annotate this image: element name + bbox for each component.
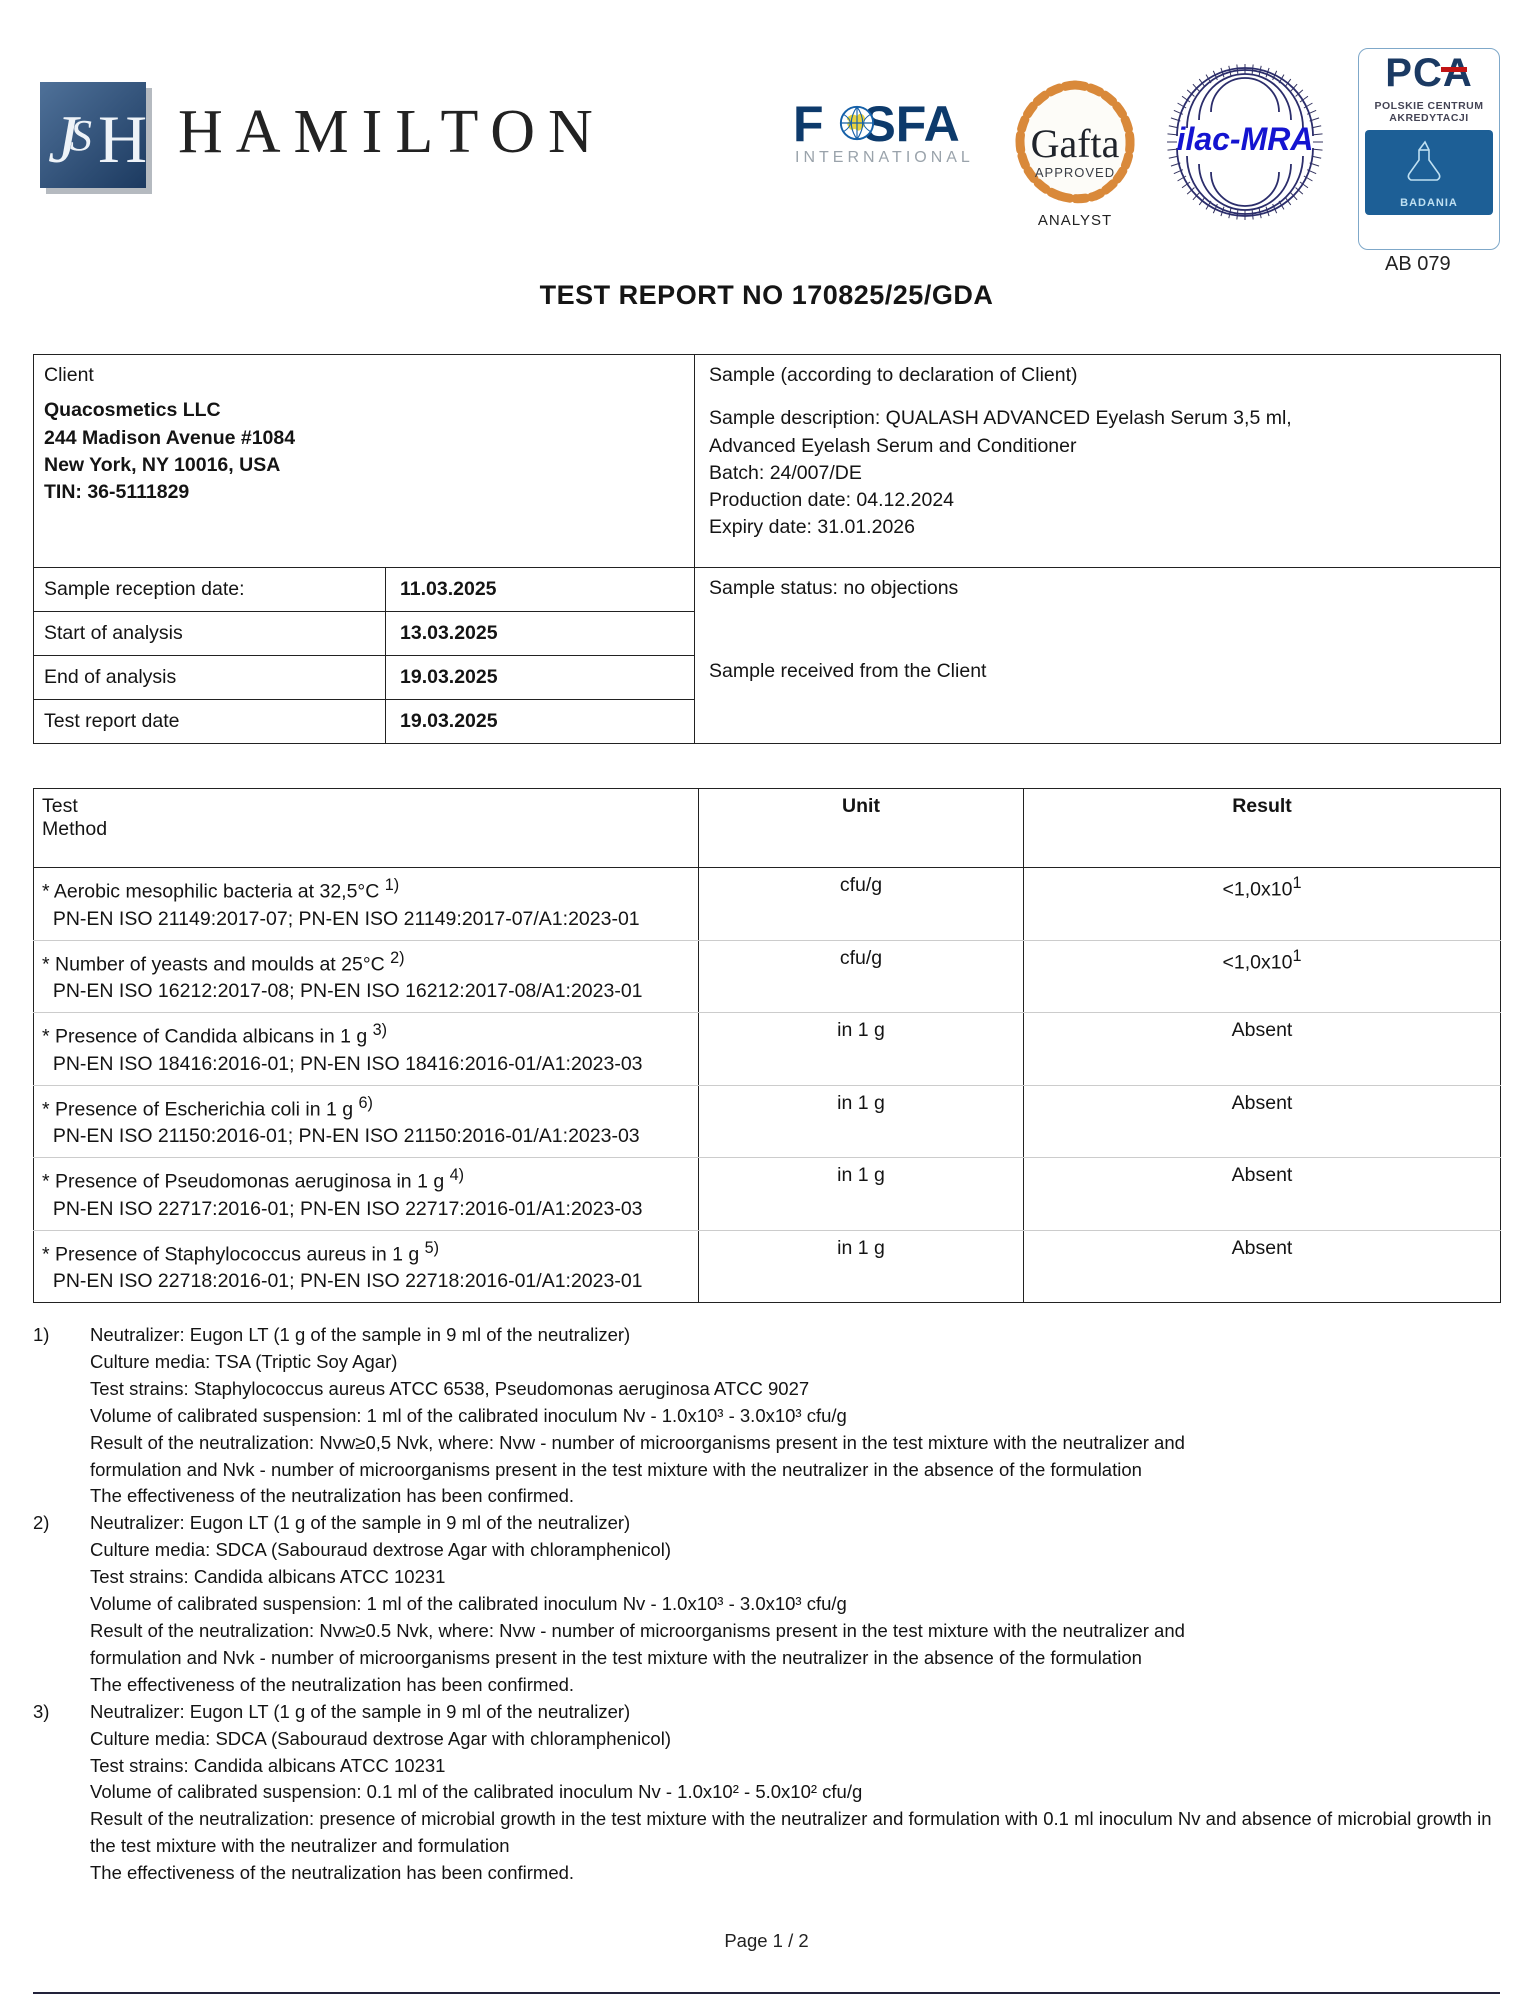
- svg-text:APPROVED: APPROVED: [1035, 165, 1115, 180]
- svg-text:S: S: [70, 111, 92, 160]
- svg-text:Gafta: Gafta: [1031, 121, 1120, 166]
- svg-text:H: H: [98, 101, 146, 177]
- svg-text:ilac-MRA: ilac-MRA: [1177, 121, 1314, 157]
